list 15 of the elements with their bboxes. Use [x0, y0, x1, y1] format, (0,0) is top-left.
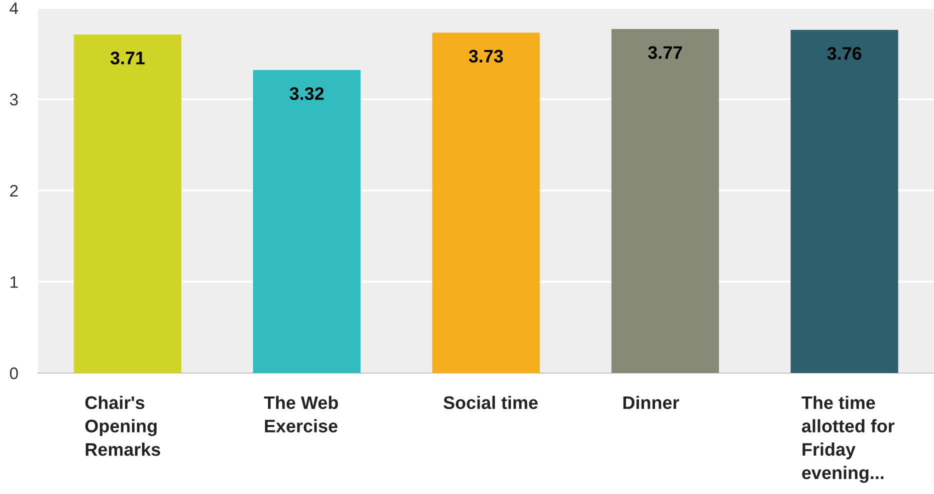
x-tick-label: The time allotted for Friday evening... [802, 396, 894, 483]
y-tick-label: 2 [10, 184, 18, 197]
y-tick-label: 0 [10, 367, 18, 380]
y-tick-label: 3 [10, 94, 18, 106]
x-tick-label: Social time [444, 396, 538, 410]
data-label: 3.32 [290, 87, 324, 100]
x-tick-label: Dinner [623, 396, 680, 410]
y-tick-label: 4 [10, 2, 18, 14]
data-label: 3.76 [827, 47, 862, 60]
data-label: 3.71 [110, 52, 145, 64]
x-tick-label: The Web Exercise [264, 396, 338, 432]
y-tick-label: 1 [10, 276, 18, 288]
data-label: 3.77 [648, 46, 682, 59]
data-label: 3.73 [468, 50, 503, 63]
x-tick-label: Chair's Opening Remarks [85, 396, 160, 456]
